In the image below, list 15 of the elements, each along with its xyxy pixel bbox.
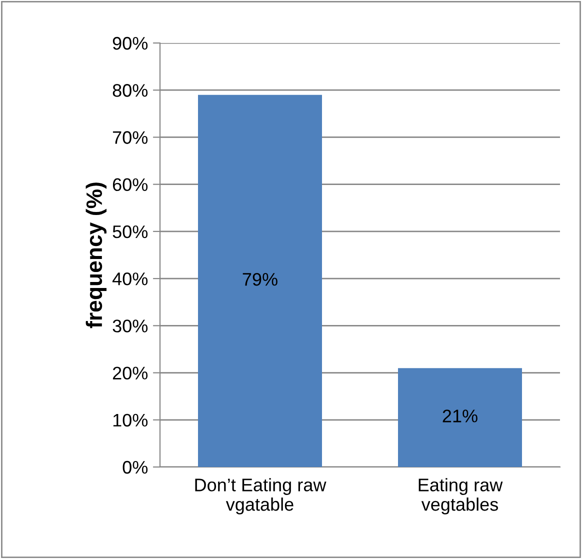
x-tick-label: Don’t Eating raw vgatable bbox=[195, 478, 326, 514]
y-tick-label: 50% bbox=[112, 225, 148, 238]
y-tick-label: 10% bbox=[113, 414, 148, 427]
text: 79% bbox=[242, 272, 278, 286]
y-axis-title: frequency (%) bbox=[86, 182, 106, 328]
y-tick-label: 60% bbox=[112, 178, 148, 192]
y-tick-label: 0% bbox=[122, 460, 148, 474]
y-tick-label: 90% bbox=[112, 36, 148, 50]
y-tick-label: 80% bbox=[112, 84, 148, 97]
text: 21% bbox=[442, 410, 478, 422]
y-tick-label: 70% bbox=[112, 131, 148, 144]
y-tick-label: 40% bbox=[112, 272, 148, 286]
y-tick-label: 30% bbox=[112, 320, 148, 332]
x-tick-label: Eating raw vegtables bbox=[418, 478, 503, 514]
y-tick-label: 20% bbox=[112, 366, 148, 380]
